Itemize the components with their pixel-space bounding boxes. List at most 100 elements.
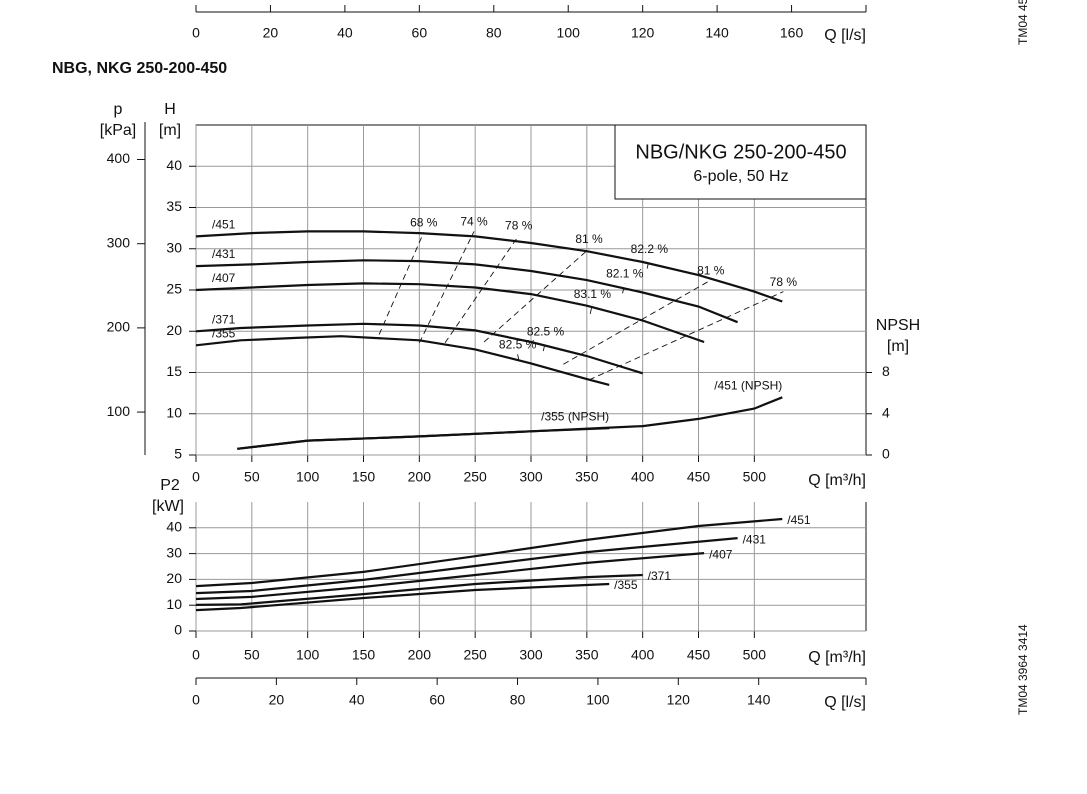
series-label: /371: [648, 569, 672, 583]
x-tick-label: 100: [557, 25, 581, 41]
x-tick-label: 100: [296, 469, 320, 485]
y-tick-label: 0: [174, 622, 182, 638]
y-axis-title: P2: [160, 477, 180, 494]
efficiency-line: [589, 303, 593, 315]
x-tick-label: 120: [631, 25, 655, 41]
power-curve: [195, 517, 783, 588]
x-tick-label: 50: [244, 647, 260, 663]
x-axis-title: Q [l/s]: [824, 27, 866, 44]
x-axis-title: Q [m³/h]: [808, 649, 866, 666]
x-tick-label: 160: [780, 25, 804, 41]
x-tick-label: 350: [575, 647, 599, 663]
x-tick-label: 0: [192, 647, 200, 663]
x-tick-label: 500: [743, 469, 767, 485]
x-tick-label: 40: [349, 692, 365, 708]
y2-axis-unit: [m]: [887, 338, 909, 355]
page-title: NBG, NKG 250-200-450: [52, 60, 227, 77]
head-curve: [195, 335, 610, 386]
head-curve: [195, 259, 739, 324]
series-label: /407: [212, 271, 236, 285]
y-tick-label: 40: [166, 157, 182, 173]
y2-tick-label: 0: [882, 446, 890, 462]
x-tick-label: 140: [705, 25, 729, 41]
efficiency-line: [418, 231, 475, 343]
x-axis-title: Q [m³/h]: [808, 472, 866, 489]
y2-tick-label: 4: [882, 404, 890, 420]
y-tick-label: 30: [166, 239, 182, 255]
legend-box: [614, 124, 867, 200]
series-label: /431: [743, 532, 767, 546]
p-axis-title: p: [114, 101, 123, 118]
y-axis-unit: [kW]: [152, 498, 184, 515]
p-axis-unit: [kPa]: [100, 122, 136, 139]
legend-title: NBG/NKG 250-200-450: [635, 141, 846, 163]
x-tick-label: 0: [192, 469, 200, 485]
x-tick-label: 200: [408, 469, 432, 485]
power-curve: [195, 582, 610, 612]
y-tick-label: 10: [166, 404, 182, 420]
x-tick-label: 300: [519, 647, 543, 663]
y-tick-label: 20: [166, 322, 182, 338]
p-tick-label: 400: [107, 150, 131, 166]
x-tick-label: 140: [747, 692, 771, 708]
x-tick-label: 350: [575, 469, 599, 485]
x-tick-label: 0: [192, 25, 200, 41]
p-tick-label: 100: [107, 403, 131, 419]
x-tick-label: 250: [463, 469, 487, 485]
y2-axis-title: NPSH: [876, 317, 920, 334]
series-label: /355: [614, 578, 638, 592]
efficiency-label: 81 %: [697, 263, 725, 277]
power-curve: [195, 537, 738, 595]
y-axis-title: H: [164, 101, 176, 118]
legend-subtitle: 6-pole, 50 Hz: [693, 168, 788, 185]
x-tick-label: 60: [412, 25, 428, 41]
x-tick-label: 500: [743, 647, 767, 663]
efficiency-label: 78 %: [770, 275, 798, 289]
x-tick-label: 450: [687, 647, 711, 663]
x-tick-label: 40: [337, 25, 353, 41]
efficiency-line: [588, 291, 784, 381]
x-tick-label: 450: [687, 469, 711, 485]
head-curve: [195, 322, 644, 375]
x-tick-label: 20: [269, 692, 285, 708]
doc-code: TM04 45: [1016, 0, 1030, 45]
x-tick-label: 150: [352, 647, 376, 663]
x-tick-label: 400: [631, 647, 655, 663]
series-label: /451: [212, 218, 236, 232]
y-tick-label: 40: [166, 519, 182, 535]
efficiency-label: 82.5 %: [527, 324, 565, 338]
x-tick-label: 100: [296, 647, 320, 663]
y-tick-label: 15: [166, 363, 182, 379]
x-tick-label: 300: [519, 469, 543, 485]
x-tick-label: 120: [667, 692, 691, 708]
efficiency-label: 83.1 %: [574, 287, 612, 301]
y-tick-label: 10: [166, 596, 182, 612]
efficiency-label: 82.1 %: [606, 267, 644, 281]
x-tick-label: 60: [429, 692, 445, 708]
p-tick-label: 300: [107, 234, 131, 250]
series-label: /371: [212, 312, 236, 326]
y-tick-label: 5: [174, 446, 182, 462]
efficiency-label: 81 %: [575, 232, 603, 246]
x-tick-label: 250: [463, 647, 487, 663]
x-tick-label: 100: [586, 692, 610, 708]
efficiency-label: 78 %: [505, 219, 533, 233]
head-curve: [195, 282, 705, 344]
y-tick-label: 25: [166, 281, 182, 297]
npsh-label: /451 (NPSH): [714, 378, 782, 392]
npsh-label: /355 (NPSH): [541, 409, 609, 423]
power-curve: [195, 552, 705, 601]
efficiency-label: 74 %: [460, 215, 488, 229]
series-label: /431: [212, 247, 236, 261]
series-label: /451: [787, 513, 811, 527]
y-tick-label: 30: [166, 544, 182, 560]
x-tick-label: 400: [631, 469, 655, 485]
power-curve: [195, 573, 643, 606]
efficiency-label: 82.2 %: [631, 242, 669, 256]
y-axis-unit: [m]: [159, 122, 181, 139]
p-tick-label: 200: [107, 319, 131, 335]
x-tick-label: 50: [244, 469, 260, 485]
y2-tick-label: 8: [882, 363, 890, 379]
x-tick-label: 20: [263, 25, 279, 41]
